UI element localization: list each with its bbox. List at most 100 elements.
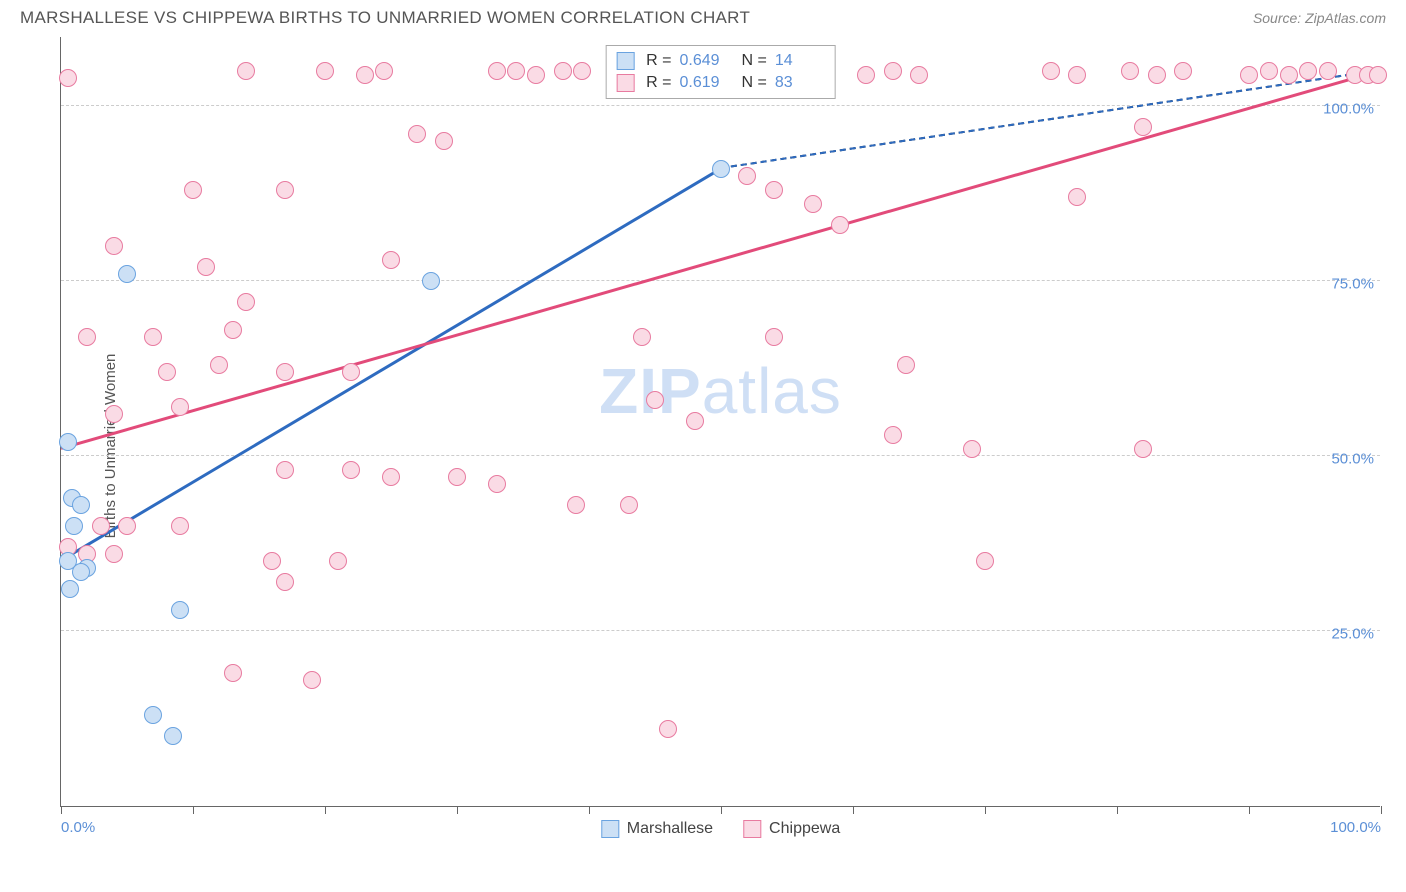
gridline <box>61 280 1380 281</box>
data-point <box>382 251 400 269</box>
data-point <box>910 66 928 84</box>
legend-item-marshallese: Marshallese <box>601 820 713 838</box>
x-tick <box>457 806 458 814</box>
x-tick-label: 100.0% <box>1330 819 1381 836</box>
swatch-chippewa <box>616 74 634 92</box>
data-point <box>342 363 360 381</box>
data-point <box>897 356 915 374</box>
data-point <box>765 181 783 199</box>
swatch-chippewa <box>743 820 761 838</box>
data-point <box>1121 62 1139 80</box>
data-point <box>1174 62 1192 80</box>
data-point <box>72 563 90 581</box>
data-point <box>276 363 294 381</box>
data-point <box>1068 188 1086 206</box>
plot-area: ZIPatlas R = 0.649 N = 14 R = 0.619 N = … <box>60 37 1380 807</box>
data-point <box>276 573 294 591</box>
data-point <box>1299 62 1317 80</box>
data-point <box>303 671 321 689</box>
data-point <box>105 237 123 255</box>
data-point <box>659 720 677 738</box>
data-point <box>646 391 664 409</box>
x-tick <box>1249 806 1250 814</box>
data-point <box>342 461 360 479</box>
data-point <box>144 706 162 724</box>
data-point <box>1042 62 1060 80</box>
x-tick <box>1117 806 1118 814</box>
data-point <box>316 62 334 80</box>
data-point <box>105 545 123 563</box>
data-point <box>738 167 756 185</box>
x-tick <box>589 806 590 814</box>
data-point <box>1240 66 1258 84</box>
data-point <box>633 328 651 346</box>
x-tick <box>985 806 986 814</box>
data-point <box>1134 118 1152 136</box>
x-tick <box>1381 806 1382 814</box>
data-point <box>224 664 242 682</box>
data-point <box>375 62 393 80</box>
data-point <box>554 62 572 80</box>
gridline <box>61 455 1380 456</box>
data-point <box>804 195 822 213</box>
data-point <box>488 62 506 80</box>
data-point <box>237 293 255 311</box>
data-point <box>435 132 453 150</box>
data-point <box>61 580 79 598</box>
legend-item-chippewa: Chippewa <box>743 820 840 838</box>
swatch-marshallese <box>601 820 619 838</box>
data-point <box>1260 62 1278 80</box>
stats-row-marshallese: R = 0.649 N = 14 <box>616 50 825 72</box>
y-tick-label: 25.0% <box>1331 626 1374 643</box>
correlation-stats-box: R = 0.649 N = 14 R = 0.619 N = 83 <box>605 45 836 99</box>
legend: Marshallese Chippewa <box>601 820 840 838</box>
data-point <box>765 328 783 346</box>
x-tick-label: 0.0% <box>61 819 95 836</box>
data-point <box>408 125 426 143</box>
data-point <box>448 468 466 486</box>
data-point <box>276 461 294 479</box>
data-point <box>712 160 730 178</box>
data-point <box>1068 66 1086 84</box>
data-point <box>105 405 123 423</box>
data-point <box>884 426 902 444</box>
data-point <box>158 363 176 381</box>
source-attribution: Source: ZipAtlas.com <box>1253 10 1386 26</box>
data-point <box>507 62 525 80</box>
chart-container: ZIPatlas R = 0.649 N = 14 R = 0.619 N = … <box>60 37 1386 807</box>
data-point <box>1134 440 1152 458</box>
data-point <box>276 181 294 199</box>
data-point <box>567 496 585 514</box>
data-point <box>1280 66 1298 84</box>
gridline <box>61 105 1380 106</box>
y-tick-label: 75.0% <box>1331 276 1374 293</box>
chart-header: MARSHALLESE VS CHIPPEWA BIRTHS TO UNMARR… <box>0 0 1406 32</box>
data-point <box>171 517 189 535</box>
x-tick <box>61 806 62 814</box>
data-point <box>144 328 162 346</box>
chart-title: MARSHALLESE VS CHIPPEWA BIRTHS TO UNMARR… <box>20 8 750 28</box>
data-point <box>118 517 136 535</box>
data-point <box>171 398 189 416</box>
swatch-marshallese <box>616 52 634 70</box>
data-point <box>171 601 189 619</box>
watermark: ZIPatlas <box>599 354 842 428</box>
data-point <box>963 440 981 458</box>
data-point <box>164 727 182 745</box>
data-point <box>59 433 77 451</box>
y-tick-label: 50.0% <box>1331 451 1374 468</box>
data-point <box>356 66 374 84</box>
data-point <box>422 272 440 290</box>
data-point <box>59 69 77 87</box>
data-point <box>72 496 90 514</box>
data-point <box>831 216 849 234</box>
x-tick <box>853 806 854 814</box>
data-point <box>237 62 255 80</box>
data-point <box>197 258 215 276</box>
data-point <box>857 66 875 84</box>
data-point <box>329 552 347 570</box>
data-point <box>118 265 136 283</box>
x-tick <box>193 806 194 814</box>
data-point <box>184 181 202 199</box>
data-point <box>573 62 591 80</box>
